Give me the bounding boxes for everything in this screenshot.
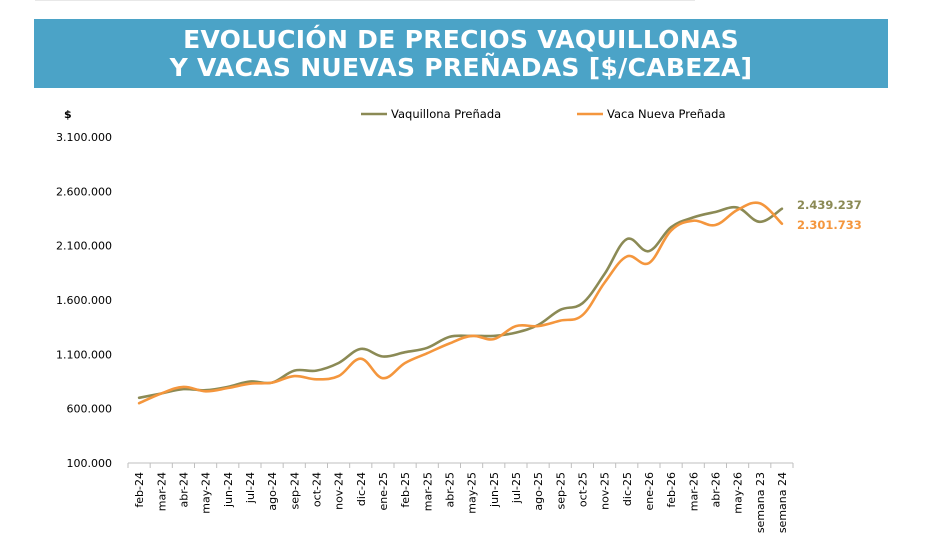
x-tick-label: sep-25 [554, 472, 567, 509]
x-tick-label: abr-24 [177, 472, 190, 508]
x-tick-label: abr-26 [709, 472, 722, 508]
x-tick-label: ene-25 [377, 472, 390, 510]
y-tick-label: 1.100.000 [56, 348, 112, 361]
y-axis-label: $ [64, 108, 72, 121]
y-tick-label: 100.000 [67, 457, 113, 470]
y-tick-label: 2.600.000 [56, 185, 112, 198]
top-divider [35, 0, 695, 1]
series-line-vaquillona-prenada [137, 205, 784, 400]
legend-label-vaca-nueva-prenada: Vaca Nueva Preñada [607, 107, 726, 121]
x-tick-label: oct-25 [576, 472, 589, 507]
x-tick-label: semana 23 [754, 472, 767, 533]
x-tick-label: feb-24 [133, 472, 146, 508]
x-tick-label: ago-25 [532, 472, 545, 511]
x-tick-label: jul-24 [244, 472, 257, 504]
end-value-label-vaquillona-prenada: 2.439.237 [797, 198, 862, 212]
x-tick-label: feb-26 [665, 472, 678, 508]
x-tick-label: ago-24 [266, 472, 279, 511]
x-tick-label: nov-25 [599, 472, 612, 510]
x-tick-label: may-25 [466, 472, 479, 514]
end-value-label-vaca-nueva-prenada: 2.301.733 [797, 218, 862, 232]
chart-title-line-1: EVOLUCIÓN DE PRECIOS VAQUILLONAS [183, 24, 739, 54]
x-tick-label: dic-25 [621, 472, 634, 506]
series-line-vaca-nueva-prenada [137, 201, 784, 405]
line-chart: $100.000 600.000 1.100.000 1.600.000 2.100.0… [56, 107, 862, 533]
x-tick-label: nov-24 [333, 472, 346, 510]
chart-title-line-2: Y VACAS NUEVAS PREÑADAS [$/CABEZA] [169, 52, 753, 82]
x-tick-label: jul-25 [510, 472, 523, 504]
x-tick-label: mar-25 [421, 472, 434, 511]
x-tick-label: mar-24 [155, 472, 168, 511]
x-tick-label: may-26 [732, 472, 745, 514]
y-tick-label: 3.100.000 [56, 131, 112, 144]
x-tick-label: feb-25 [399, 472, 412, 508]
legend-label-vaquillona-prenada: Vaquillona Preñada [391, 107, 501, 121]
x-tick-label: abr-25 [443, 472, 456, 508]
y-tick-label: 2.100.000 [56, 240, 112, 253]
title-banner: EVOLUCIÓN DE PRECIOS VAQUILLONAS Y VACAS… [34, 19, 888, 88]
x-tick-label: dic-24 [355, 472, 368, 506]
y-tick-label: 1.600.000 [56, 294, 112, 307]
x-tick-label: may-24 [200, 472, 213, 514]
x-tick-label: jun-24 [222, 472, 235, 508]
x-tick-label: oct-24 [310, 472, 323, 507]
x-tick-label: jun-25 [488, 472, 501, 508]
y-tick-label: 600.000 [67, 403, 113, 416]
x-tick-label: semana 24 [776, 472, 789, 533]
x-tick-label: ene-26 [643, 472, 656, 510]
x-tick-label: sep-24 [288, 472, 301, 509]
x-tick-label: mar-26 [687, 472, 700, 511]
